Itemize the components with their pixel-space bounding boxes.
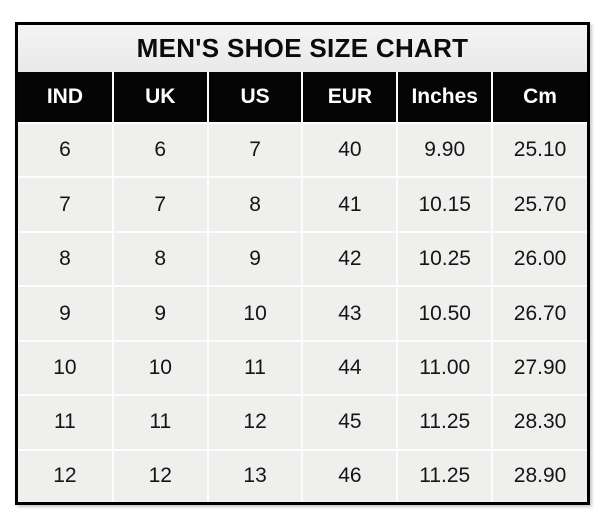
cell-eur-row2: 41 (301, 176, 398, 232)
cell-cm-row6: 28.30 (491, 394, 587, 450)
cell-inches-row4: 10.50 (396, 285, 493, 341)
column-header-us: US (206, 72, 303, 123)
cell-eur-row7: 46 (301, 448, 398, 502)
cell-uk-row7: 12 (111, 448, 208, 502)
cell-uk-row6: 11 (111, 394, 208, 450)
cell-us-row4: 10 (206, 285, 303, 341)
cell-us-row5: 11 (206, 339, 303, 396)
cell-cm-row1: 25.10 (491, 121, 587, 178)
cell-uk-row3: 8 (111, 230, 208, 287)
cell-ind-row6: 11 (18, 394, 113, 450)
cell-us-row6: 12 (206, 394, 303, 450)
cell-eur-row1: 40 (301, 121, 398, 178)
cell-eur-row4: 43 (301, 285, 398, 341)
cell-ind-row1: 6 (18, 121, 113, 178)
column-header-eur: EUR (301, 72, 398, 123)
cell-us-row7: 13 (206, 448, 303, 502)
cell-cm-row3: 26.00 (491, 230, 587, 287)
cell-us-row2: 8 (206, 176, 303, 232)
cell-cm-row4: 26.70 (491, 285, 587, 341)
cell-ind-row2: 7 (18, 176, 113, 232)
cell-cm-row5: 27.90 (491, 339, 587, 396)
cell-us-row1: 7 (206, 121, 303, 178)
cell-eur-row5: 44 (301, 339, 398, 396)
header-row: IND UK US EUR Inches Cm (18, 72, 587, 123)
table-body: 6 6 7 40 9.90 25.10 7 7 8 41 10.15 25.70 8 8 9 42 10.25 2… (18, 121, 587, 502)
cell-uk-row2: 7 (111, 176, 208, 232)
cell-cm-row7: 28.90 (491, 448, 587, 502)
cell-inches-row2: 10.15 (396, 176, 493, 232)
column-header-inches: Inches (396, 72, 493, 123)
cell-inches-row5: 11.00 (396, 339, 493, 396)
table-row: 7 7 8 41 10.15 25.70 (18, 176, 587, 232)
column-header-uk: UK (111, 72, 208, 123)
table-row: 11 11 12 45 11.25 28.30 (18, 394, 587, 450)
table-row: 10 10 11 44 11.00 27.90 (18, 339, 587, 396)
chart-title: MEN'S SHOE SIZE CHART (18, 25, 587, 72)
cell-inches-row1: 9.90 (396, 121, 493, 178)
cell-inches-row6: 11.25 (396, 394, 493, 450)
cell-eur-row6: 45 (301, 394, 398, 450)
table-row: 12 12 13 46 11.25 28.90 (18, 448, 587, 502)
cell-uk-row5: 10 (111, 339, 208, 396)
table-row: 6 6 7 40 9.90 25.10 (18, 121, 587, 178)
cell-ind-row5: 10 (18, 339, 113, 396)
cell-us-row3: 9 (206, 230, 303, 287)
cell-ind-row7: 12 (18, 448, 113, 502)
cell-inches-row7: 11.25 (396, 448, 493, 502)
table-row: 9 9 10 43 10.50 26.70 (18, 285, 587, 341)
cell-uk-row4: 9 (111, 285, 208, 341)
cell-ind-row4: 9 (18, 285, 113, 341)
cell-cm-row2: 25.70 (491, 176, 587, 232)
cell-inches-row3: 10.25 (396, 230, 493, 287)
column-header-cm: Cm (491, 72, 587, 123)
cell-ind-row3: 8 (18, 230, 113, 287)
column-header-ind: IND (18, 72, 113, 123)
table-row: 8 8 9 42 10.25 26.00 (18, 230, 587, 287)
cell-eur-row3: 42 (301, 230, 398, 287)
cell-uk-row1: 6 (111, 121, 208, 178)
shoe-size-chart: MEN'S SHOE SIZE CHART IND UK US EUR Inches Cm… (15, 22, 590, 505)
shoe-size-table: IND UK US EUR Inches Cm 6 6 7 40 9.90 25.10 7 7 8 41 10… (18, 72, 587, 502)
